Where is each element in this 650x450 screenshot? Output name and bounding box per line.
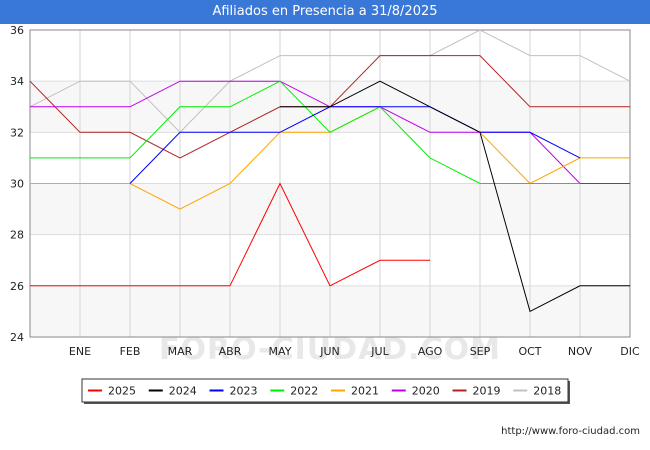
y-tick-label: 30	[10, 178, 24, 191]
legend-label-2024: 2024	[169, 385, 197, 398]
x-tick-label: AGO	[418, 345, 443, 358]
x-tick-label: OCT	[518, 345, 541, 358]
legend-label-2022: 2022	[290, 385, 318, 398]
x-tick-label: JUN	[319, 345, 340, 358]
source-url: http://www.foro-ciudad.com	[501, 426, 640, 437]
y-tick-label: 26	[10, 280, 24, 293]
y-tick-label: 28	[10, 229, 24, 242]
x-tick-label: MAY	[269, 345, 292, 358]
x-tick-label: NOV	[568, 345, 593, 358]
y-tick-label: 24	[10, 331, 24, 344]
series-line-2018	[29, 29, 631, 134]
legend-label-2025: 2025	[108, 385, 136, 398]
x-tick-label: DIC	[620, 345, 640, 358]
series-line-2024	[280, 80, 630, 313]
x-tick-label: MAR	[168, 345, 193, 358]
series-line-2023	[129, 106, 581, 184]
legend-label-2023: 2023	[230, 385, 258, 398]
y-tick-label: 34	[10, 75, 24, 88]
y-tick-label: 32	[10, 126, 24, 139]
x-tick-label: ENE	[69, 345, 91, 358]
y-tick-label: 36	[10, 24, 24, 37]
x-tick-label: SEP	[470, 345, 491, 358]
legend-label-2021: 2021	[351, 385, 379, 398]
legend-label-2019: 2019	[473, 385, 501, 398]
x-tick-label: JUL	[370, 345, 389, 358]
legend-label-2018: 2018	[533, 385, 561, 398]
legend-box	[81, 378, 569, 403]
series-line-2021	[30, 106, 381, 210]
legend-label-2020: 2020	[412, 385, 440, 398]
x-tick-label: ABR	[219, 345, 242, 358]
series-line-2025	[30, 182, 430, 287]
series-line-2021	[479, 131, 630, 185]
x-tick-label: FEB	[120, 345, 141, 358]
chart-title: Afiliados en Presencia a 31/8/2025	[0, 0, 650, 24]
